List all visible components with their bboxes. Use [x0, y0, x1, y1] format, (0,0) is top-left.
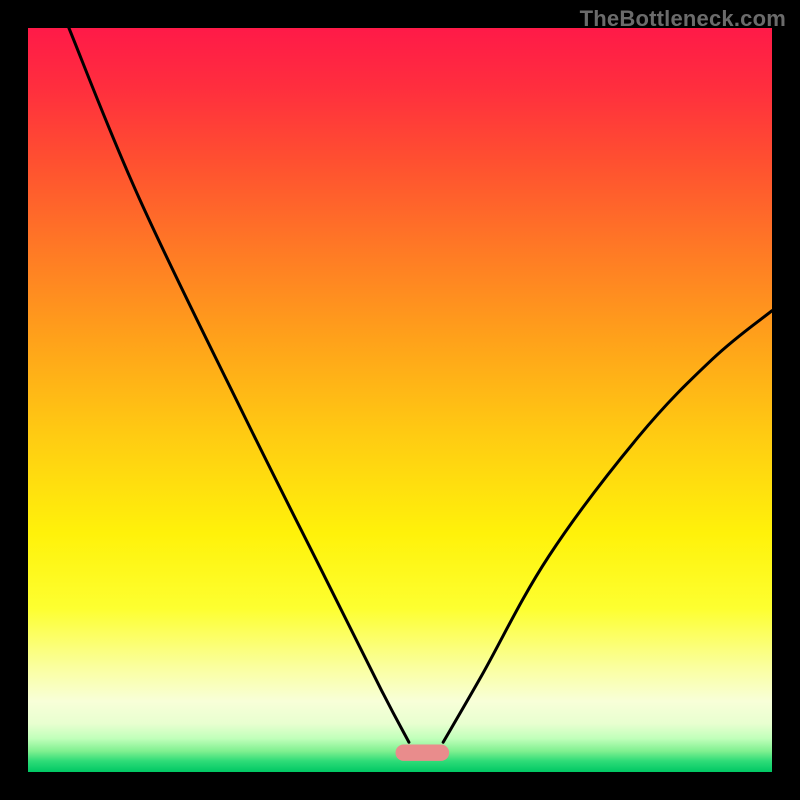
bottleneck-chart	[0, 0, 800, 800]
optimum-marker	[396, 744, 450, 760]
chart-wrapper: TheBottleneck.com	[0, 0, 800, 800]
plot-gradient-background	[28, 28, 772, 772]
